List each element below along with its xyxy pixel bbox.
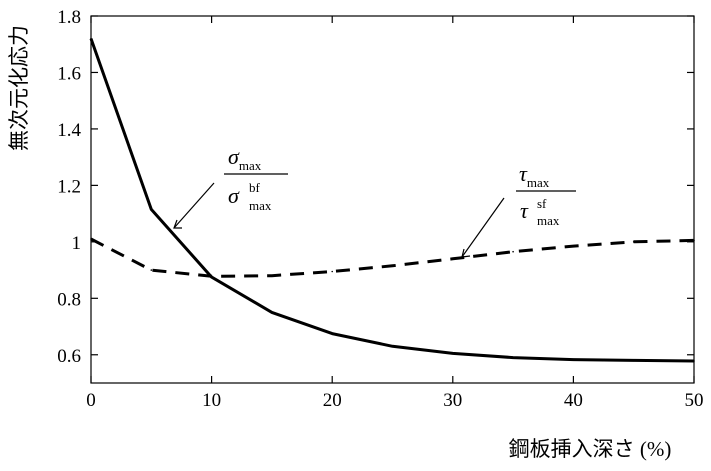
y-tick-label: 0.6: [57, 346, 81, 367]
x-tick-label: 50: [685, 390, 704, 411]
data-point: [331, 270, 334, 273]
axis-ticks: 0 10 20 30 40 50 0.6 0.8 1 1.2 1.4 1.6 1.8: [57, 7, 703, 411]
data-point: [693, 360, 695, 362]
sigma-numerator-symbol: σ: [228, 144, 240, 169]
x-axis-title: 鋼板挿入深さ (%): [509, 437, 672, 461]
data-point: [512, 356, 514, 359]
sigma-ratio-label: σmax σ bf max: [173, 144, 288, 229]
data-point: [452, 352, 454, 355]
y-tick-label: 1.4: [57, 120, 81, 141]
series-group: [89, 37, 695, 363]
sigma-ratio-line: [89, 38, 695, 363]
data-point: [210, 275, 213, 278]
data-point: [452, 257, 454, 260]
y-tick-label: 1: [72, 233, 82, 254]
y-tick-label: 1.6: [57, 63, 81, 84]
sigma-denominator-sup: bf: [249, 180, 261, 195]
data-point: [632, 359, 635, 362]
data-point: [391, 345, 394, 348]
x-tick-label: 0: [86, 390, 96, 411]
y-tick-label: 1.2: [57, 176, 81, 197]
tau-denominator-sup: sf: [537, 196, 547, 211]
y-tick-label: 1.8: [57, 7, 81, 28]
tau-denominator: τ: [520, 198, 529, 223]
x-tick-label: 30: [443, 390, 462, 411]
tau-arrow: [461, 197, 505, 258]
data-point: [271, 311, 273, 314]
data-point: [572, 358, 575, 361]
x-tick-label: 20: [323, 390, 342, 411]
sigma-denominator: σ: [228, 183, 240, 208]
sigma-denominator-sub: max: [249, 198, 272, 213]
data-point: [512, 250, 514, 253]
tau-numerator-sub: max: [527, 175, 550, 190]
tau-numerator-symbol: τ: [519, 161, 528, 186]
sigma-numerator-sub: max: [239, 158, 262, 173]
data-point: [90, 37, 92, 40]
data-point: [271, 274, 273, 277]
tau-denominator-symbol: τ: [520, 198, 529, 223]
data-point: [150, 208, 153, 211]
data-point: [693, 239, 695, 242]
x-tick-label: 10: [202, 390, 221, 411]
sigma-arrow-head: [173, 219, 182, 229]
data-point: [150, 269, 153, 271]
tau-ratio-label: τmax τ sf max: [461, 161, 576, 258]
sigma-numerator: σmax: [228, 144, 262, 173]
sigma-denominator-symbol: σ: [228, 183, 240, 208]
x-tick-label: 40: [564, 390, 583, 411]
data-point: [90, 238, 92, 240]
data-point: [572, 245, 575, 247]
tau-numerator: τmax: [519, 161, 550, 190]
y-tick-label: 0.8: [57, 289, 81, 310]
tau-denominator-sub: max: [537, 213, 560, 228]
plot-frame: [90, 15, 695, 384]
sigma-arrow: [173, 182, 215, 229]
data-point: [331, 332, 334, 335]
tau-arrow-head: [461, 248, 471, 258]
data-point: [391, 265, 394, 267]
data-point: [632, 241, 635, 243]
y-axis-title: 無次元化応力: [7, 25, 31, 151]
